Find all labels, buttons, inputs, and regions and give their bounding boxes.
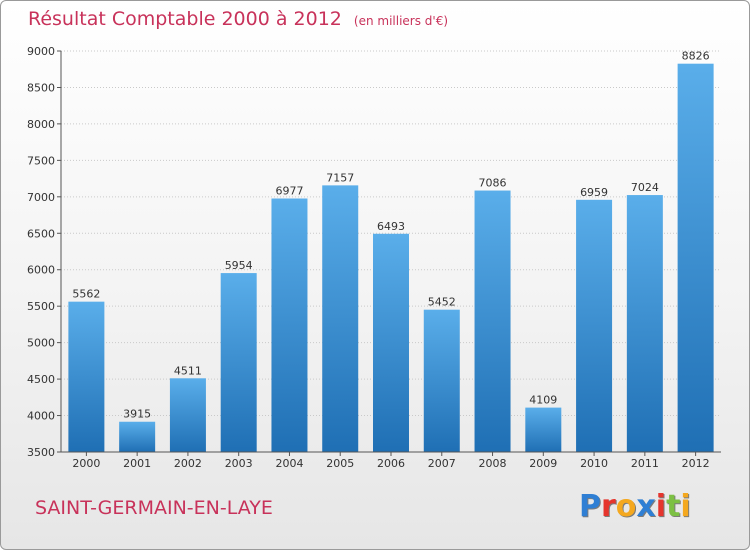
x-tick-label: 2004 <box>275 457 303 470</box>
x-tick-label: 2012 <box>682 457 710 470</box>
y-tick-label: 3500 <box>27 446 55 459</box>
bar <box>119 421 156 452</box>
x-tick-label: 2007 <box>428 457 456 470</box>
y-tick-label: 4500 <box>27 373 55 386</box>
chart-title: Résultat Comptable 2000 à 2012 (en millie… <box>28 8 448 30</box>
bar-value-label: 4511 <box>174 364 202 377</box>
x-tick-label: 2003 <box>225 457 253 470</box>
bar-value-label: 7157 <box>326 171 354 184</box>
commune-name: SAINT-GERMAIN-EN-LAYE <box>35 497 273 519</box>
y-tick-label: 7500 <box>27 154 55 167</box>
y-tick-label: 8000 <box>27 118 55 131</box>
bar <box>626 195 663 452</box>
x-tick-label: 2009 <box>529 457 557 470</box>
bar-value-label: 6977 <box>275 184 303 197</box>
y-tick-label: 6000 <box>27 264 55 277</box>
bar-value-label: 5562 <box>72 288 100 301</box>
bar <box>169 378 206 452</box>
x-tick-label: 2010 <box>580 457 608 470</box>
chart-title-text: Résultat Comptable 2000 à 2012 <box>28 8 342 30</box>
logo-letter: i <box>655 489 667 524</box>
y-tick-label: 7000 <box>27 191 55 204</box>
y-tick-label: 6500 <box>27 227 55 240</box>
bar-value-label: 5452 <box>428 296 456 309</box>
bar-value-label: 4109 <box>529 394 557 407</box>
proxiti-logo[interactable]: Proxiti <box>579 489 691 524</box>
x-tick-label: 2002 <box>174 457 202 470</box>
x-tick-label: 2011 <box>631 457 659 470</box>
logo-letter: P <box>579 489 601 524</box>
x-tick-label: 2006 <box>377 457 405 470</box>
bar <box>220 273 257 452</box>
x-tick-label: 2001 <box>123 457 151 470</box>
bar-value-label: 5954 <box>225 259 253 272</box>
axes: 3500 4000 4500 5000 5500 6000 6500 7000 7500 8000… <box>27 45 721 470</box>
bar-value-label: 7086 <box>479 177 507 190</box>
bar <box>677 63 714 452</box>
x-tick-label: 2008 <box>479 457 507 470</box>
logo-letter: t <box>666 489 681 524</box>
logo-letter: r <box>601 489 616 524</box>
chart-subtitle: (en milliers d'€) <box>353 14 449 28</box>
x-tick-label: 2005 <box>326 457 354 470</box>
bar-value-label: 3915 <box>123 408 151 421</box>
logo-letter: o <box>615 489 637 524</box>
y-tick-label: 8500 <box>27 81 55 94</box>
y-tick-label: 5500 <box>27 300 55 313</box>
bars: 5562 3915 4511 5954 6977 7157 6493 5452 7086 4109… <box>68 50 714 452</box>
x-tick-label: 2000 <box>72 457 100 470</box>
bar <box>474 190 511 452</box>
bar <box>525 407 562 452</box>
logo-letter: x <box>636 489 656 524</box>
bar <box>68 301 105 452</box>
y-tick-label: 9000 <box>27 45 55 58</box>
bar-value-label: 6959 <box>580 186 608 199</box>
bar <box>322 185 359 452</box>
y-tick-label: 5000 <box>27 337 55 350</box>
logo-letter: i <box>680 489 691 524</box>
y-tick-label: 4000 <box>27 410 55 423</box>
bar <box>271 198 308 452</box>
bar-value-label: 7024 <box>631 181 659 194</box>
bar-value-label: 6493 <box>377 220 405 233</box>
bar <box>576 199 613 452</box>
bar <box>423 309 460 452</box>
bar-value-label: 8826 <box>682 50 710 63</box>
bar <box>373 233 409 452</box>
